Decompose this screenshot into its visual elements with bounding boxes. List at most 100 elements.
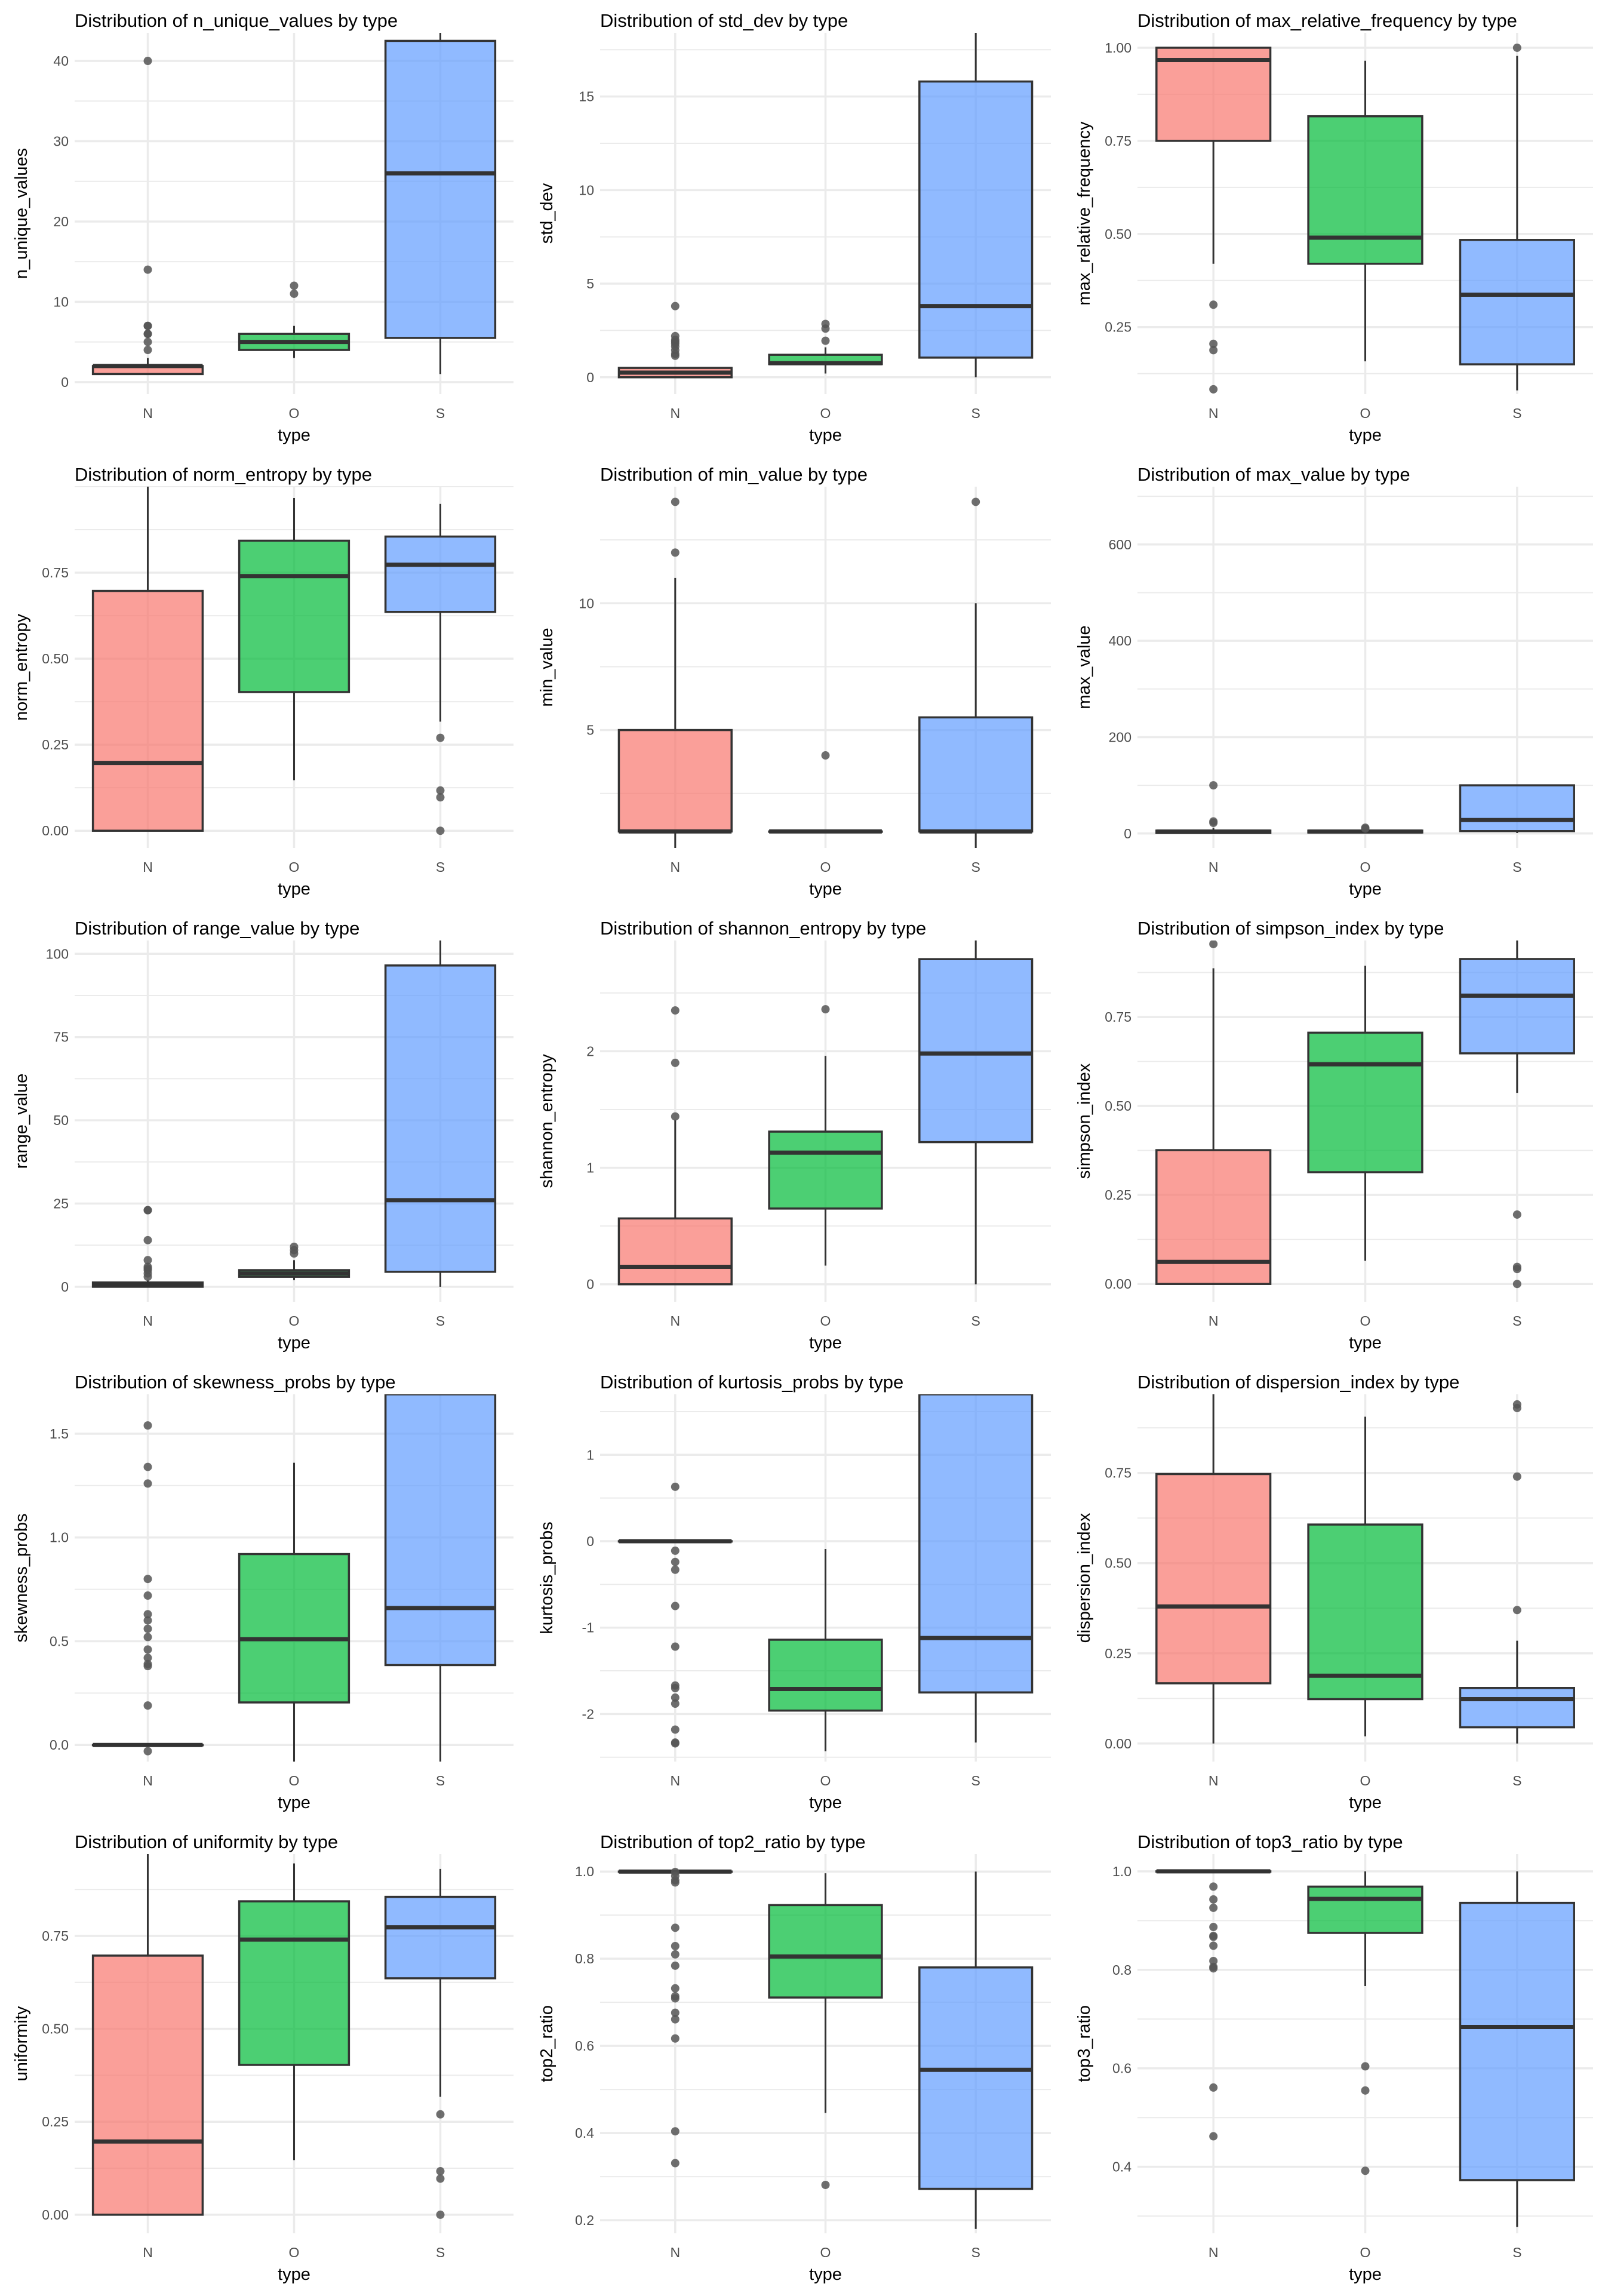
box-iqr (1459, 239, 1575, 365)
y-tick-label: 1 (586, 1160, 594, 1176)
box-N (1155, 1394, 1272, 1744)
x-tick-label: O (820, 1773, 831, 1788)
y-tick-label: 0 (586, 1533, 594, 1549)
x-tick-label: S (1512, 1773, 1521, 1788)
box-S (918, 1871, 1034, 2229)
y-axis-title: norm_entropy (12, 614, 31, 721)
y-tick-label: 0.0 (50, 1737, 69, 1753)
chart-title: Distribution of top3_ratio by type (1137, 1831, 1403, 1852)
y-tick-label: 0.00 (42, 2207, 69, 2223)
plot-area (1155, 1394, 1575, 1744)
chart-title: Distribution of kurtosis_probs by type (600, 1372, 903, 1393)
x-tick-label: S (1512, 1313, 1521, 1329)
outlier-point (1512, 43, 1521, 52)
box-O (768, 751, 883, 834)
y-tick-label: 0.25 (1105, 319, 1132, 335)
y-tick-label: 0.6 (1112, 2061, 1132, 2076)
y-tick-label: 20 (53, 214, 69, 229)
chart-title: Distribution of std_dev by type (600, 10, 848, 31)
x-tick-label: N (1209, 405, 1219, 421)
chart-panel-top3-ratio: Distribution of top3_ratio by type 0.4 0.6… (1063, 1821, 1605, 2293)
chart-svg: Distribution of min_value by type 5 10 N O St… (537, 464, 1051, 899)
x-tick-label: O (820, 405, 831, 421)
outlier-point (671, 1693, 679, 1702)
y-axis-title: std_dev (537, 183, 556, 244)
outlier-point (290, 1242, 299, 1251)
x-tick-label: N (671, 859, 681, 875)
box-N (1155, 781, 1272, 834)
x-tick-label: O (1360, 859, 1371, 875)
outlier-point (143, 1256, 152, 1265)
box-O (238, 281, 350, 358)
y-tick-label: 0.4 (1112, 2159, 1132, 2175)
box-N (617, 1006, 733, 1286)
outlier-point (143, 1462, 152, 1471)
outlier-point (1209, 1923, 1218, 1932)
plot-area (91, 33, 497, 376)
box-O (238, 1242, 350, 1280)
y-tick-label: 0.50 (1105, 1098, 1132, 1114)
chart-panel-kurtosis-probs: Distribution of kurtosis_probs by type -2… (525, 1361, 1063, 1821)
x-tick-label: N (143, 859, 153, 875)
y-tick-label: 1.00 (1105, 40, 1132, 56)
outlier-point (821, 2180, 830, 2189)
chart-title: Distribution of max_relative_frequency b… (1137, 10, 1517, 31)
box-iqr (617, 1217, 733, 1286)
outlier-point (671, 1565, 679, 1574)
box-N (1155, 1869, 1272, 2141)
chart-svg: Distribution of std_dev by type 0 5 10 15 N O S… (537, 10, 1051, 445)
outlier-point (1361, 823, 1370, 832)
x-tick-label: S (971, 859, 980, 875)
outlier-point (671, 1984, 679, 1993)
y-tick-label: 0.00 (1105, 1276, 1132, 1292)
box-iqr (1459, 1687, 1575, 1729)
x-axis-title: type (278, 1793, 310, 1812)
chart-panel-dispersion-index: Distribution of dispersion_index by type… (1063, 1361, 1605, 1821)
y-tick-label: 10 (579, 595, 594, 611)
outlier-point (436, 2174, 445, 2183)
x-tick-label: N (671, 1773, 681, 1788)
chart-title: Distribution of n_unique_values by type (75, 10, 398, 31)
box-N (91, 487, 204, 832)
box-iqr (918, 958, 1034, 1144)
chart-svg: Distribution of uniformity by type 0.00 0.… (12, 1831, 514, 2284)
outlier-point (821, 336, 830, 345)
plot-area (617, 940, 1034, 1286)
outlier-point (1209, 1895, 1218, 1904)
box-iqr (768, 1904, 883, 1999)
box-iqr (918, 716, 1034, 833)
x-tick-label: S (971, 2245, 980, 2260)
y-tick-label: 2 (586, 1043, 594, 1059)
box-O (768, 1873, 883, 2189)
outlier-point (1209, 385, 1218, 394)
x-axis-title: type (1349, 1333, 1382, 1353)
chart-panel-norm-entropy: Distribution of norm_entropy by type 0.00… (0, 454, 525, 908)
chart-title: Distribution of dispersion_index by type (1137, 1372, 1459, 1393)
y-tick-label: 0.50 (42, 2021, 69, 2037)
x-axis-title: type (278, 2265, 310, 2284)
outlier-point (671, 1739, 679, 1748)
x-tick-label: S (971, 405, 980, 421)
outlier-point (143, 1645, 152, 1654)
chart-panel-std-dev: Distribution of std_dev by type 0 5 10 15 N O S… (525, 0, 1063, 454)
box-iqr (1459, 784, 1575, 832)
box-iqr (1307, 1885, 1423, 1934)
x-axis-title: type (278, 880, 310, 899)
y-tick-label: 75 (53, 1029, 69, 1045)
x-axis-title: type (809, 1793, 842, 1812)
chart-title: Distribution of uniformity by type (75, 1831, 338, 1852)
plot-area (1155, 1869, 1575, 2227)
box-iqr (384, 964, 497, 1273)
outlier-point (143, 330, 152, 339)
chart-title: Distribution of range_value by type (75, 918, 359, 939)
box-S (1459, 1871, 1575, 2227)
x-tick-label: N (671, 1313, 681, 1329)
outlier-point (1512, 1280, 1521, 1289)
outlier-point (671, 1725, 679, 1734)
y-tick-label: -1 (582, 1620, 594, 1636)
chart-svg: Distribution of shannon_entropy by type 0… (537, 918, 1051, 1353)
chart-svg: Distribution of skewness_probs by type 0.… (12, 1372, 514, 1812)
outlier-point (143, 1206, 152, 1215)
x-axis-title: type (809, 426, 842, 445)
y-tick-label: 10 (579, 182, 594, 198)
